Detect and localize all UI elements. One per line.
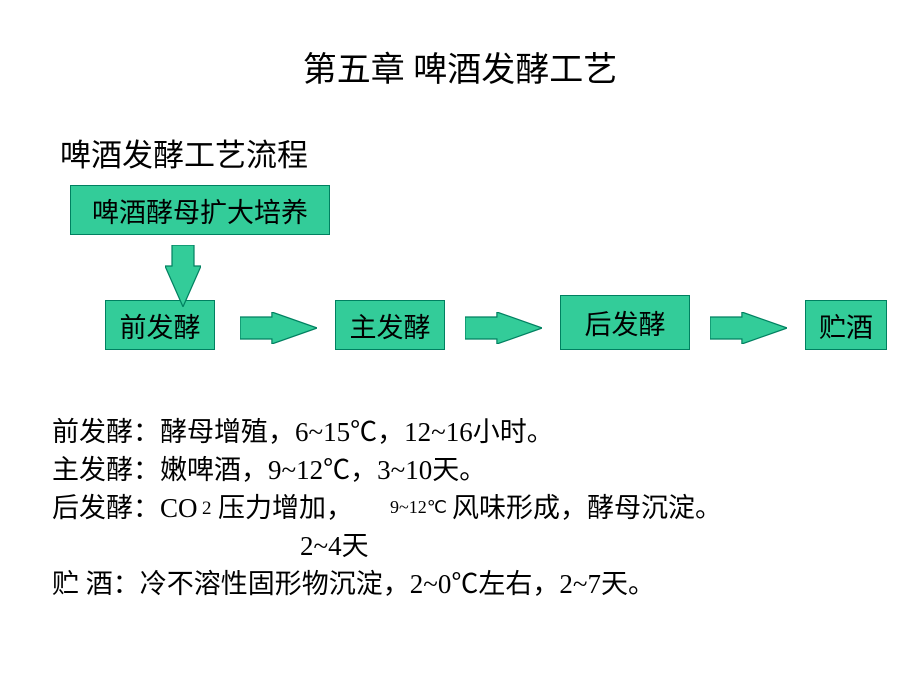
note-co2-subscript: 2 bbox=[202, 498, 212, 520]
note-storage: 贮 酒：冷不溶性固形物沉淀，2~0℃左右，2~7天。 bbox=[52, 562, 655, 601]
note-post-fermentation-d: 风味形成，酵母沉淀。 bbox=[452, 486, 722, 525]
process-subtitle: 啤酒发酵工艺流程 bbox=[60, 130, 308, 175]
note-main-fermentation: 主发酵：嫩啤酒，9~12℃，3~10天。 bbox=[52, 448, 486, 487]
note-post-fermentation-days: 2~4天 bbox=[300, 524, 369, 563]
box-pre-fermentation: 前发酵 bbox=[105, 300, 215, 350]
chapter-title: 第五章 啤酒发酵工艺 bbox=[0, 42, 920, 91]
box-storage: 贮酒 bbox=[805, 300, 887, 350]
box-yeast-label: 啤酒酵母扩大培养 bbox=[92, 191, 308, 230]
box-main-label: 主发酵 bbox=[350, 306, 431, 345]
box-main-fermentation: 主发酵 bbox=[335, 300, 445, 350]
box-post-fermentation: 后发酵 bbox=[560, 295, 690, 350]
box-yeast-cultivation: 啤酒酵母扩大培养 bbox=[70, 185, 330, 235]
box-storage-label: 贮酒 bbox=[819, 306, 873, 345]
note-post-fermentation-b: 压力增加， bbox=[218, 486, 353, 525]
note-post-fermentation-temp: 9~12℃ bbox=[390, 497, 447, 518]
box-pre-label: 前发酵 bbox=[120, 306, 201, 345]
arrow-right-icon bbox=[710, 312, 787, 344]
arrow-right-icon bbox=[465, 312, 542, 344]
note-pre-fermentation: 前发酵：酵母增殖，6~15℃，12~16小时。 bbox=[52, 410, 554, 449]
box-post-label: 后发酵 bbox=[585, 303, 666, 342]
arrow-down-icon bbox=[165, 245, 201, 307]
note-post-fermentation-a: 后发酵：CO bbox=[52, 486, 198, 525]
arrow-right-icon bbox=[240, 312, 317, 344]
